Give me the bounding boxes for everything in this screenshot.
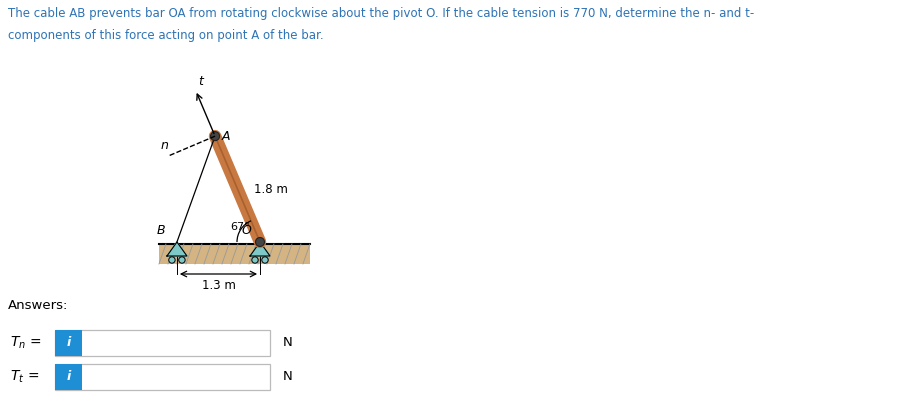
Text: The cable AB prevents bar OA from rotating clockwise about the pivot O. If the c: The cable AB prevents bar OA from rotati… bbox=[8, 7, 754, 20]
FancyBboxPatch shape bbox=[55, 364, 270, 390]
Text: t: t bbox=[198, 75, 204, 88]
FancyBboxPatch shape bbox=[55, 330, 270, 356]
Text: $T_n$ =: $T_n$ = bbox=[10, 335, 41, 351]
Text: B: B bbox=[156, 224, 165, 237]
Circle shape bbox=[168, 257, 175, 263]
Circle shape bbox=[178, 257, 185, 263]
FancyBboxPatch shape bbox=[55, 330, 82, 356]
Text: 1.8 m: 1.8 m bbox=[253, 183, 287, 196]
Text: components of this force acting on point A of the bar.: components of this force acting on point… bbox=[8, 29, 323, 42]
Text: N: N bbox=[283, 337, 293, 349]
Circle shape bbox=[211, 132, 220, 141]
Text: $T_t$ =: $T_t$ = bbox=[10, 369, 40, 385]
Circle shape bbox=[262, 257, 268, 263]
Text: Answers:: Answers: bbox=[8, 299, 68, 312]
Circle shape bbox=[251, 257, 259, 263]
Text: N: N bbox=[283, 370, 293, 384]
Text: n: n bbox=[160, 139, 168, 152]
Polygon shape bbox=[167, 242, 187, 256]
Text: 1.3 m: 1.3 m bbox=[202, 279, 235, 292]
Text: O: O bbox=[242, 224, 252, 237]
Text: 67°: 67° bbox=[230, 222, 250, 232]
FancyBboxPatch shape bbox=[55, 364, 82, 390]
Text: i: i bbox=[67, 370, 71, 384]
Bar bbox=[159, 244, 310, 264]
Text: A: A bbox=[222, 130, 231, 143]
Polygon shape bbox=[250, 242, 270, 256]
Circle shape bbox=[256, 238, 265, 246]
Text: i: i bbox=[67, 337, 71, 349]
